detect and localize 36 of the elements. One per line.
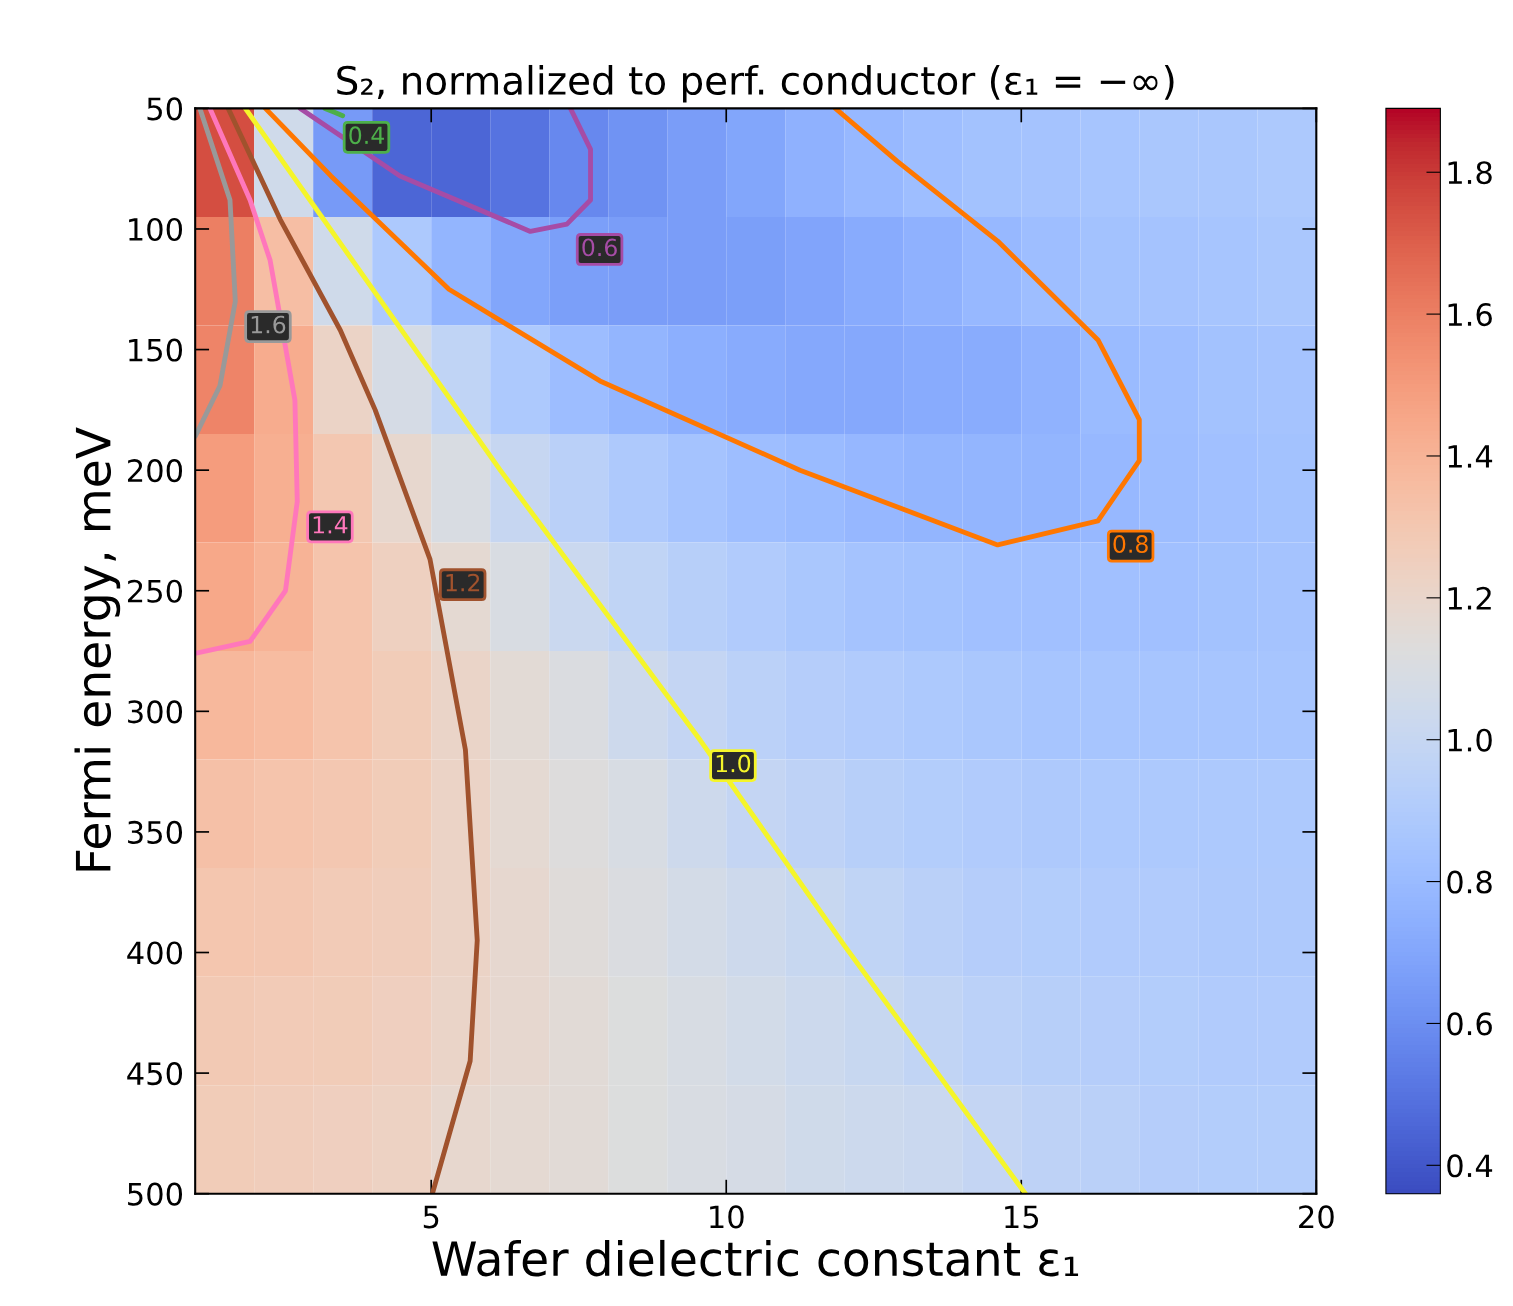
- series-label: 0.6: [582, 238, 617, 257]
- series-label: 1.6: [251, 315, 286, 334]
- color-bar-label: 0.4: [1447, 1154, 1493, 1178]
- y-tick-label: 300: [128, 700, 183, 724]
- color-bar-label: 0.8: [1447, 870, 1492, 894]
- y-tick-label: 200: [127, 459, 183, 483]
- y-tick-label: 350: [128, 820, 183, 844]
- series-label: 0.4: [349, 126, 384, 145]
- y-tick-label: 50: [147, 97, 183, 121]
- line-series: [195, 108, 300, 656]
- y-tick-label: 100: [129, 217, 183, 242]
- color-bar-label: 1.2: [1448, 586, 1491, 610]
- y-tick-label: 150: [129, 338, 183, 362]
- y-tick-label: 450: [127, 1062, 183, 1086]
- series-label: 1.4: [313, 516, 348, 534]
- x-axis-title: Wafer dielectric constant ε₁: [432, 1239, 1079, 1277]
- y-tick-label: 400: [127, 941, 183, 965]
- chart-title: S₂, normalized to perf. conductor (ε₁ = −∞): [337, 64, 1174, 103]
- color-bar-label: 0.6: [1447, 1012, 1492, 1036]
- x-tick-label: 15: [1005, 1205, 1039, 1229]
- x-tick-label: 5: [423, 1205, 439, 1229]
- color-bar-label: 1.6: [1448, 303, 1492, 327]
- color-bar-label: 1.4: [1448, 445, 1493, 468]
- x-tick-label: 20: [1299, 1205, 1334, 1229]
- line-series: [242, 108, 1028, 1194]
- color-bar-label: 1.8: [1448, 161, 1492, 185]
- x-tick-label: 10: [710, 1205, 744, 1229]
- y-tick-label: 500: [128, 1182, 183, 1206]
- series-label: 1.0: [716, 754, 751, 773]
- y-axis-title: Fermi energy, meV: [74, 427, 121, 871]
- color-bar-label: 1.0: [1448, 728, 1492, 752]
- line-series: [297, 108, 593, 234]
- series-label: 1.2: [446, 573, 480, 592]
- line-series: [195, 108, 238, 439]
- y-tick-label: 250: [127, 579, 183, 603]
- series-label: 0.8: [1113, 535, 1148, 553]
